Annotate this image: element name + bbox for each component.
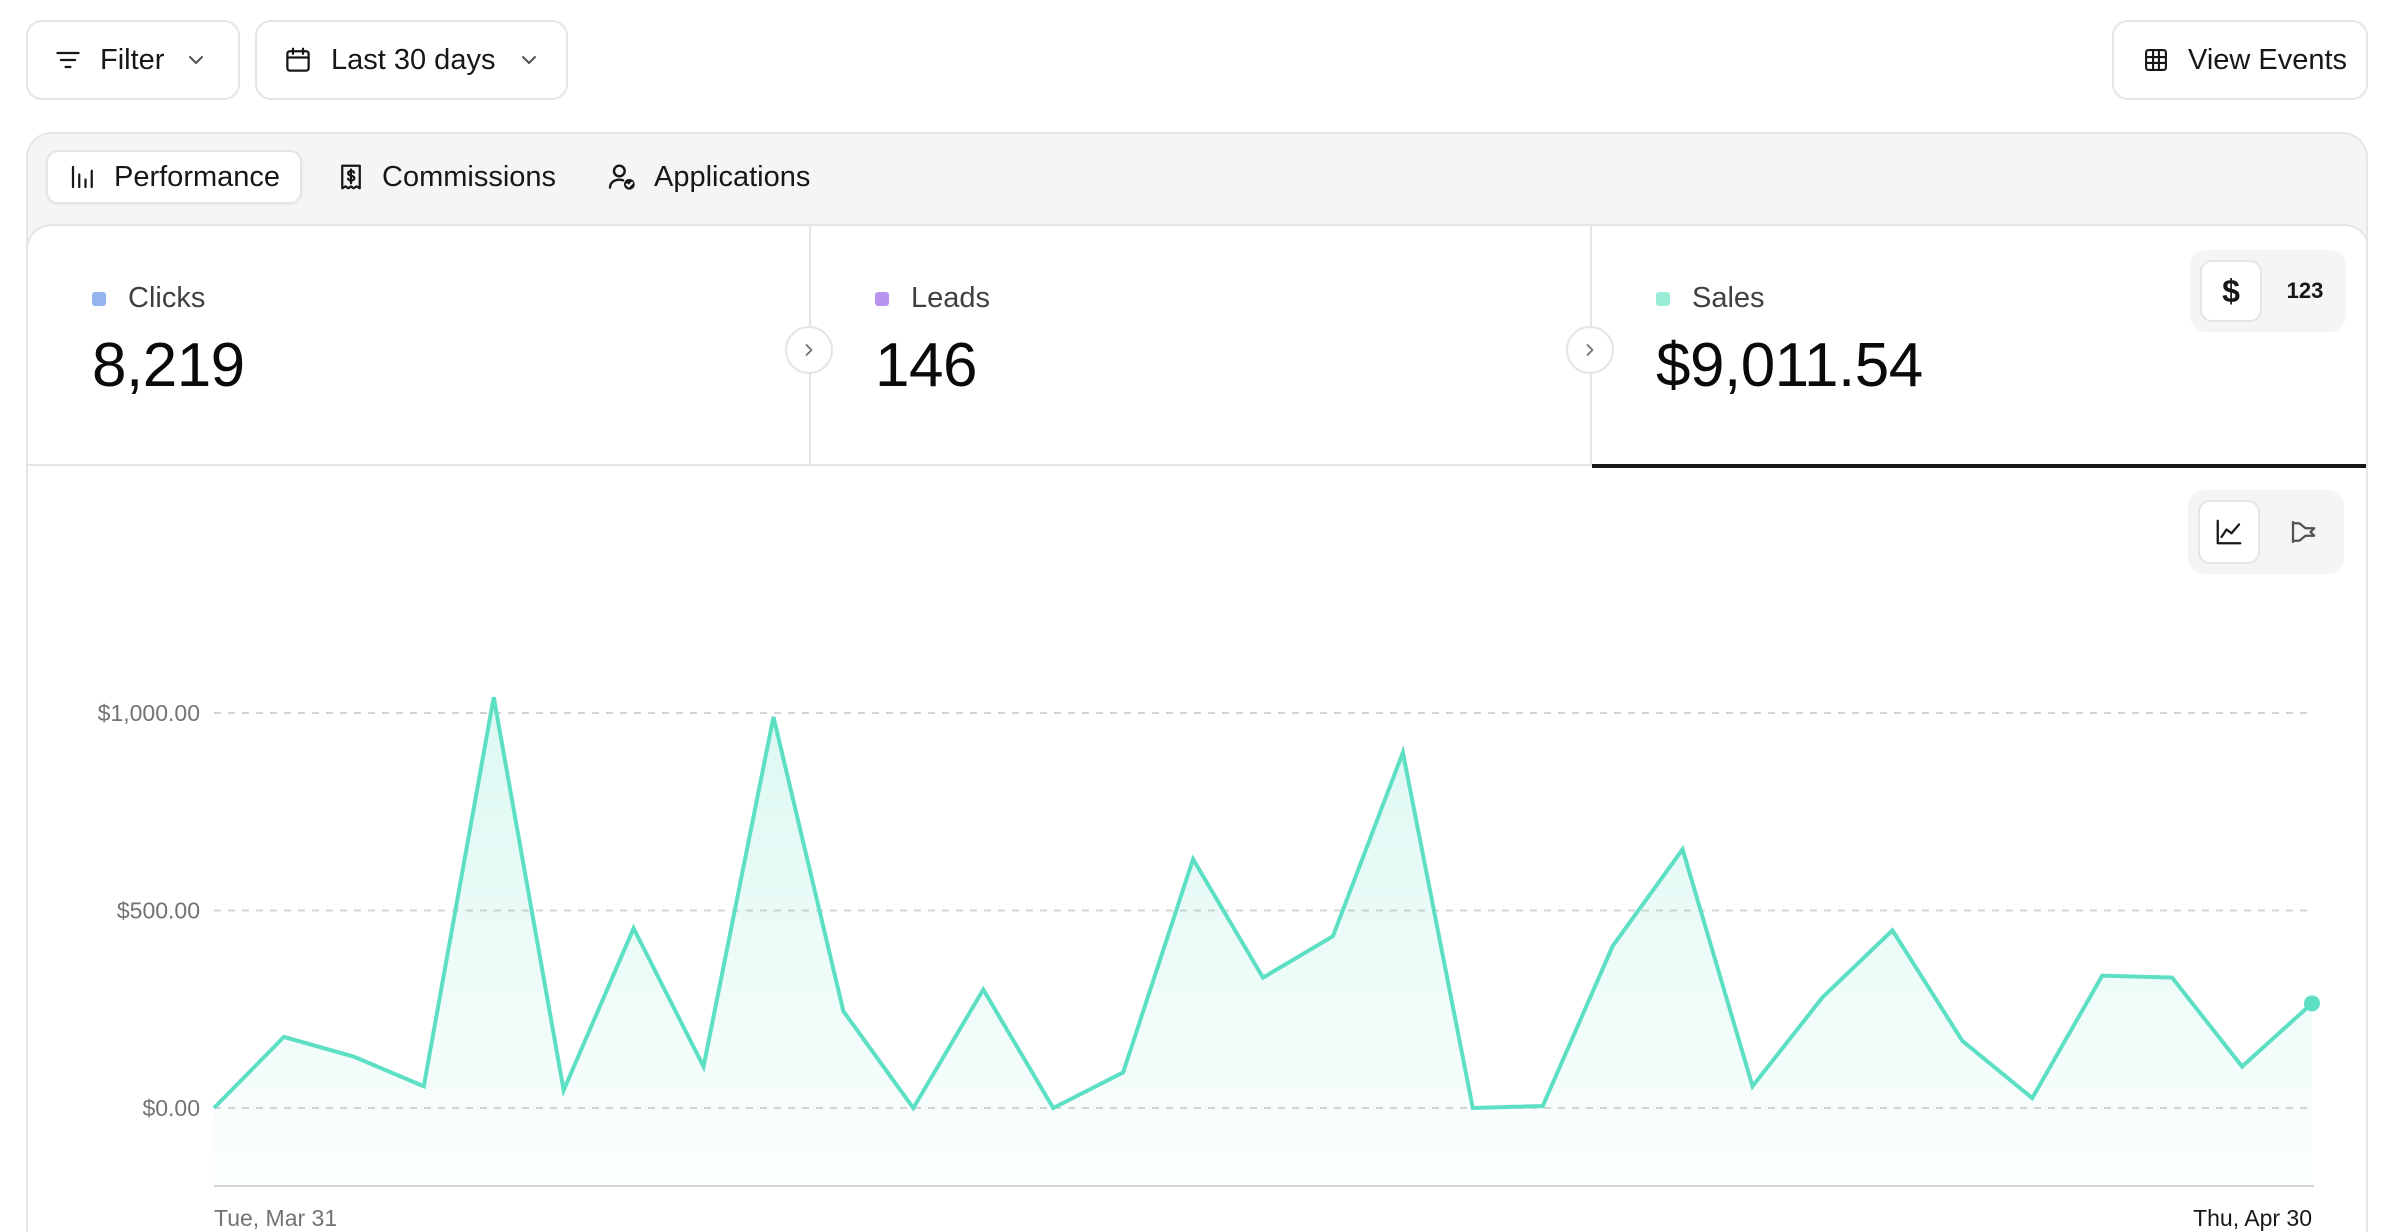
metric-label: Leads bbox=[911, 282, 991, 314]
metric-value: 8,219 bbox=[92, 331, 245, 400]
metric-row: Clicks 8,219 Leads 146 Sales $9,011.54 $ bbox=[28, 226, 2366, 468]
metric-label: Sales bbox=[1692, 282, 1765, 314]
metric-leads[interactable]: Leads 146 bbox=[809, 226, 1590, 466]
funnel-view-button[interactable] bbox=[2272, 500, 2334, 564]
sales-swatch bbox=[1656, 291, 1670, 306]
line-chart-icon bbox=[2216, 519, 2242, 545]
metric-label-row: Leads bbox=[875, 282, 990, 315]
table-grid-icon bbox=[2145, 49, 2167, 71]
sales-series-line bbox=[212, 696, 2314, 1112]
leads-swatch bbox=[875, 291, 889, 306]
metric-sales[interactable]: Sales $9,011.54 $ 123 bbox=[1590, 226, 2366, 468]
count-unit-button[interactable]: 123 bbox=[2286, 278, 2324, 303]
toolbar: Filter Last 30 days View Events bbox=[0, 0, 2394, 130]
tab-commissions[interactable]: Commissions bbox=[332, 150, 582, 204]
analytics-panel: Performance Commissions Applications $1,… bbox=[26, 132, 2368, 1232]
metric-label: Clicks bbox=[128, 282, 206, 314]
chart-view-toggle bbox=[2188, 490, 2344, 574]
filter-label: Filter bbox=[100, 43, 165, 76]
bar-chart-icon bbox=[71, 165, 93, 189]
currency-unit-button[interactable]: $ bbox=[2200, 260, 2262, 322]
last-data-point bbox=[2304, 995, 2320, 1012]
sales-area-fill bbox=[214, 697, 2312, 1186]
tab-label: Commissions bbox=[382, 160, 557, 193]
chevron-right-icon bbox=[1566, 326, 1614, 374]
x-tick-label: Tue, Mar 31 bbox=[214, 1205, 337, 1231]
chevron-down-icon bbox=[522, 56, 537, 64]
tab-performance[interactable]: Performance bbox=[46, 150, 302, 204]
x-tick-label: Thu, Apr 30 bbox=[2193, 1205, 2312, 1231]
line-chart-view-button[interactable] bbox=[2198, 500, 2260, 564]
filter-icon bbox=[56, 51, 80, 69]
sales-area-chart: $1,000.00 $500.00 $0.00 Tue, Mar 31 Thu, Apr… bbox=[98, 696, 2320, 1231]
calendar-icon bbox=[286, 47, 310, 72]
tab-label: Applications bbox=[654, 160, 811, 193]
user-check-icon bbox=[608, 164, 635, 190]
chevron-right-icon bbox=[785, 326, 833, 374]
metric-clicks[interactable]: Clicks 8,219 bbox=[28, 226, 809, 466]
metric-label-row: Sales bbox=[1656, 282, 1765, 315]
selected-metric-indicator bbox=[1592, 464, 2366, 468]
view-events-label: View Events bbox=[2188, 43, 2348, 76]
unit-toggle: $ 123 bbox=[2190, 250, 2346, 332]
chevron-down-icon bbox=[189, 56, 204, 64]
performance-card: $1,000.00 $500.00 $0.00 Tue, Mar 31 Thu, Apr… bbox=[28, 224, 2366, 1232]
metric-label-row: Clicks bbox=[92, 282, 205, 315]
date-range-button[interactable]: Last 30 days bbox=[255, 20, 568, 100]
tab-applications[interactable]: Applications bbox=[602, 150, 852, 204]
filter-button[interactable]: Filter bbox=[26, 20, 240, 100]
clicks-swatch bbox=[92, 291, 106, 306]
y-tick-label: $0.00 bbox=[142, 1095, 200, 1121]
date-range-label: Last 30 days bbox=[331, 43, 496, 76]
receipt-dollar-icon bbox=[341, 164, 361, 190]
tab-bar: Performance Commissions Applications bbox=[28, 134, 2366, 224]
y-tick-label: $1,000.00 bbox=[98, 700, 200, 726]
metric-value: 146 bbox=[875, 331, 977, 400]
metric-value: $9,011.54 bbox=[1656, 331, 1923, 400]
y-tick-label: $500.00 bbox=[117, 898, 200, 924]
view-events-button[interactable]: View Events bbox=[2112, 20, 2368, 100]
tab-label: Performance bbox=[114, 160, 281, 193]
funnel-icon bbox=[2291, 520, 2316, 544]
